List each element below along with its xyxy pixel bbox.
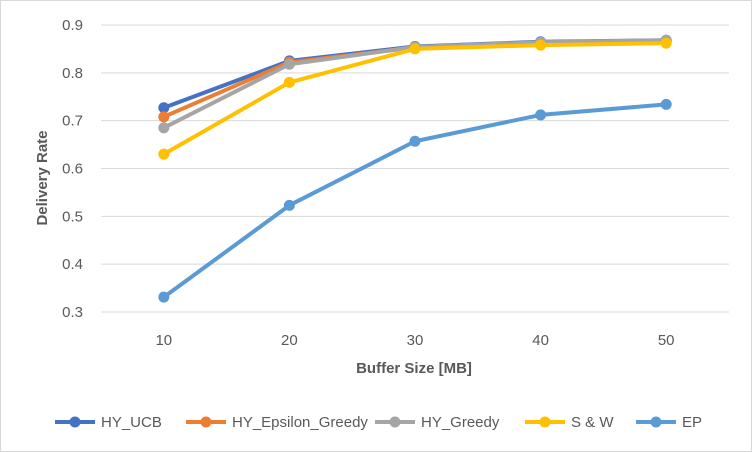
series-line — [161, 102, 669, 300]
data-point — [158, 102, 170, 114]
data-point — [535, 39, 547, 51]
x-axis-title: Buffer Size [MB] — [356, 360, 472, 377]
legend-marker — [69, 416, 81, 428]
data-point — [409, 135, 421, 147]
y-tick-label: 0.5 — [62, 208, 83, 225]
series-ep — [158, 98, 672, 303]
legend-item: HY_Epsilon_Greedy — [186, 414, 368, 431]
x-tick-label: 50 — [658, 332, 675, 349]
y-tick-label: 0.9 — [62, 17, 83, 34]
legend-item: S & W — [525, 414, 614, 431]
data-point — [158, 148, 170, 160]
legend-label: HY_Greedy — [421, 414, 500, 431]
y-axis-title: Delivery Rate — [34, 130, 51, 225]
legend-marker — [200, 416, 212, 428]
legend-label: HY_UCB — [101, 414, 162, 431]
legend-item: HY_Greedy — [375, 414, 500, 431]
x-tick-label: 10 — [155, 332, 172, 349]
data-point — [535, 109, 547, 121]
y-axis-ticks: 0.3 0.4 0.5 0.6 0.7 0.8 0.9 — [62, 17, 83, 321]
y-tick-label: 0.3 — [62, 304, 83, 321]
x-axis-ticks: 10 20 30 40 50 — [155, 332, 674, 349]
data-point — [660, 98, 672, 110]
legend-item: EP — [636, 414, 702, 431]
x-tick-label: 30 — [407, 332, 424, 349]
data-point — [283, 76, 295, 88]
x-tick-label: 20 — [281, 332, 298, 349]
data-point — [409, 43, 421, 55]
legend-label: S & W — [571, 414, 614, 431]
gridlines — [101, 24, 729, 313]
legend-marker — [539, 416, 551, 428]
y-tick-label: 0.4 — [62, 256, 83, 273]
legend-marker — [650, 416, 662, 428]
y-tick-label: 0.7 — [62, 113, 83, 130]
x-tick-label: 40 — [532, 332, 549, 349]
data-point — [283, 199, 295, 211]
y-tick-label: 0.6 — [62, 161, 83, 178]
data-point — [158, 122, 170, 134]
series-s-w — [158, 37, 672, 160]
legend-marker — [389, 416, 401, 428]
legend-label: HY_Epsilon_Greedy — [232, 414, 368, 431]
series-lines — [158, 34, 672, 303]
data-point — [283, 58, 295, 70]
data-point — [158, 111, 170, 123]
y-tick-label: 0.8 — [62, 65, 83, 82]
legend: HY_UCB HY_Epsilon_Greedy HY_Greedy S & W EP — [55, 414, 702, 431]
legend-label: EP — [682, 414, 702, 431]
legend-item: HY_UCB — [55, 414, 162, 431]
data-point — [660, 37, 672, 49]
data-point — [158, 291, 170, 303]
